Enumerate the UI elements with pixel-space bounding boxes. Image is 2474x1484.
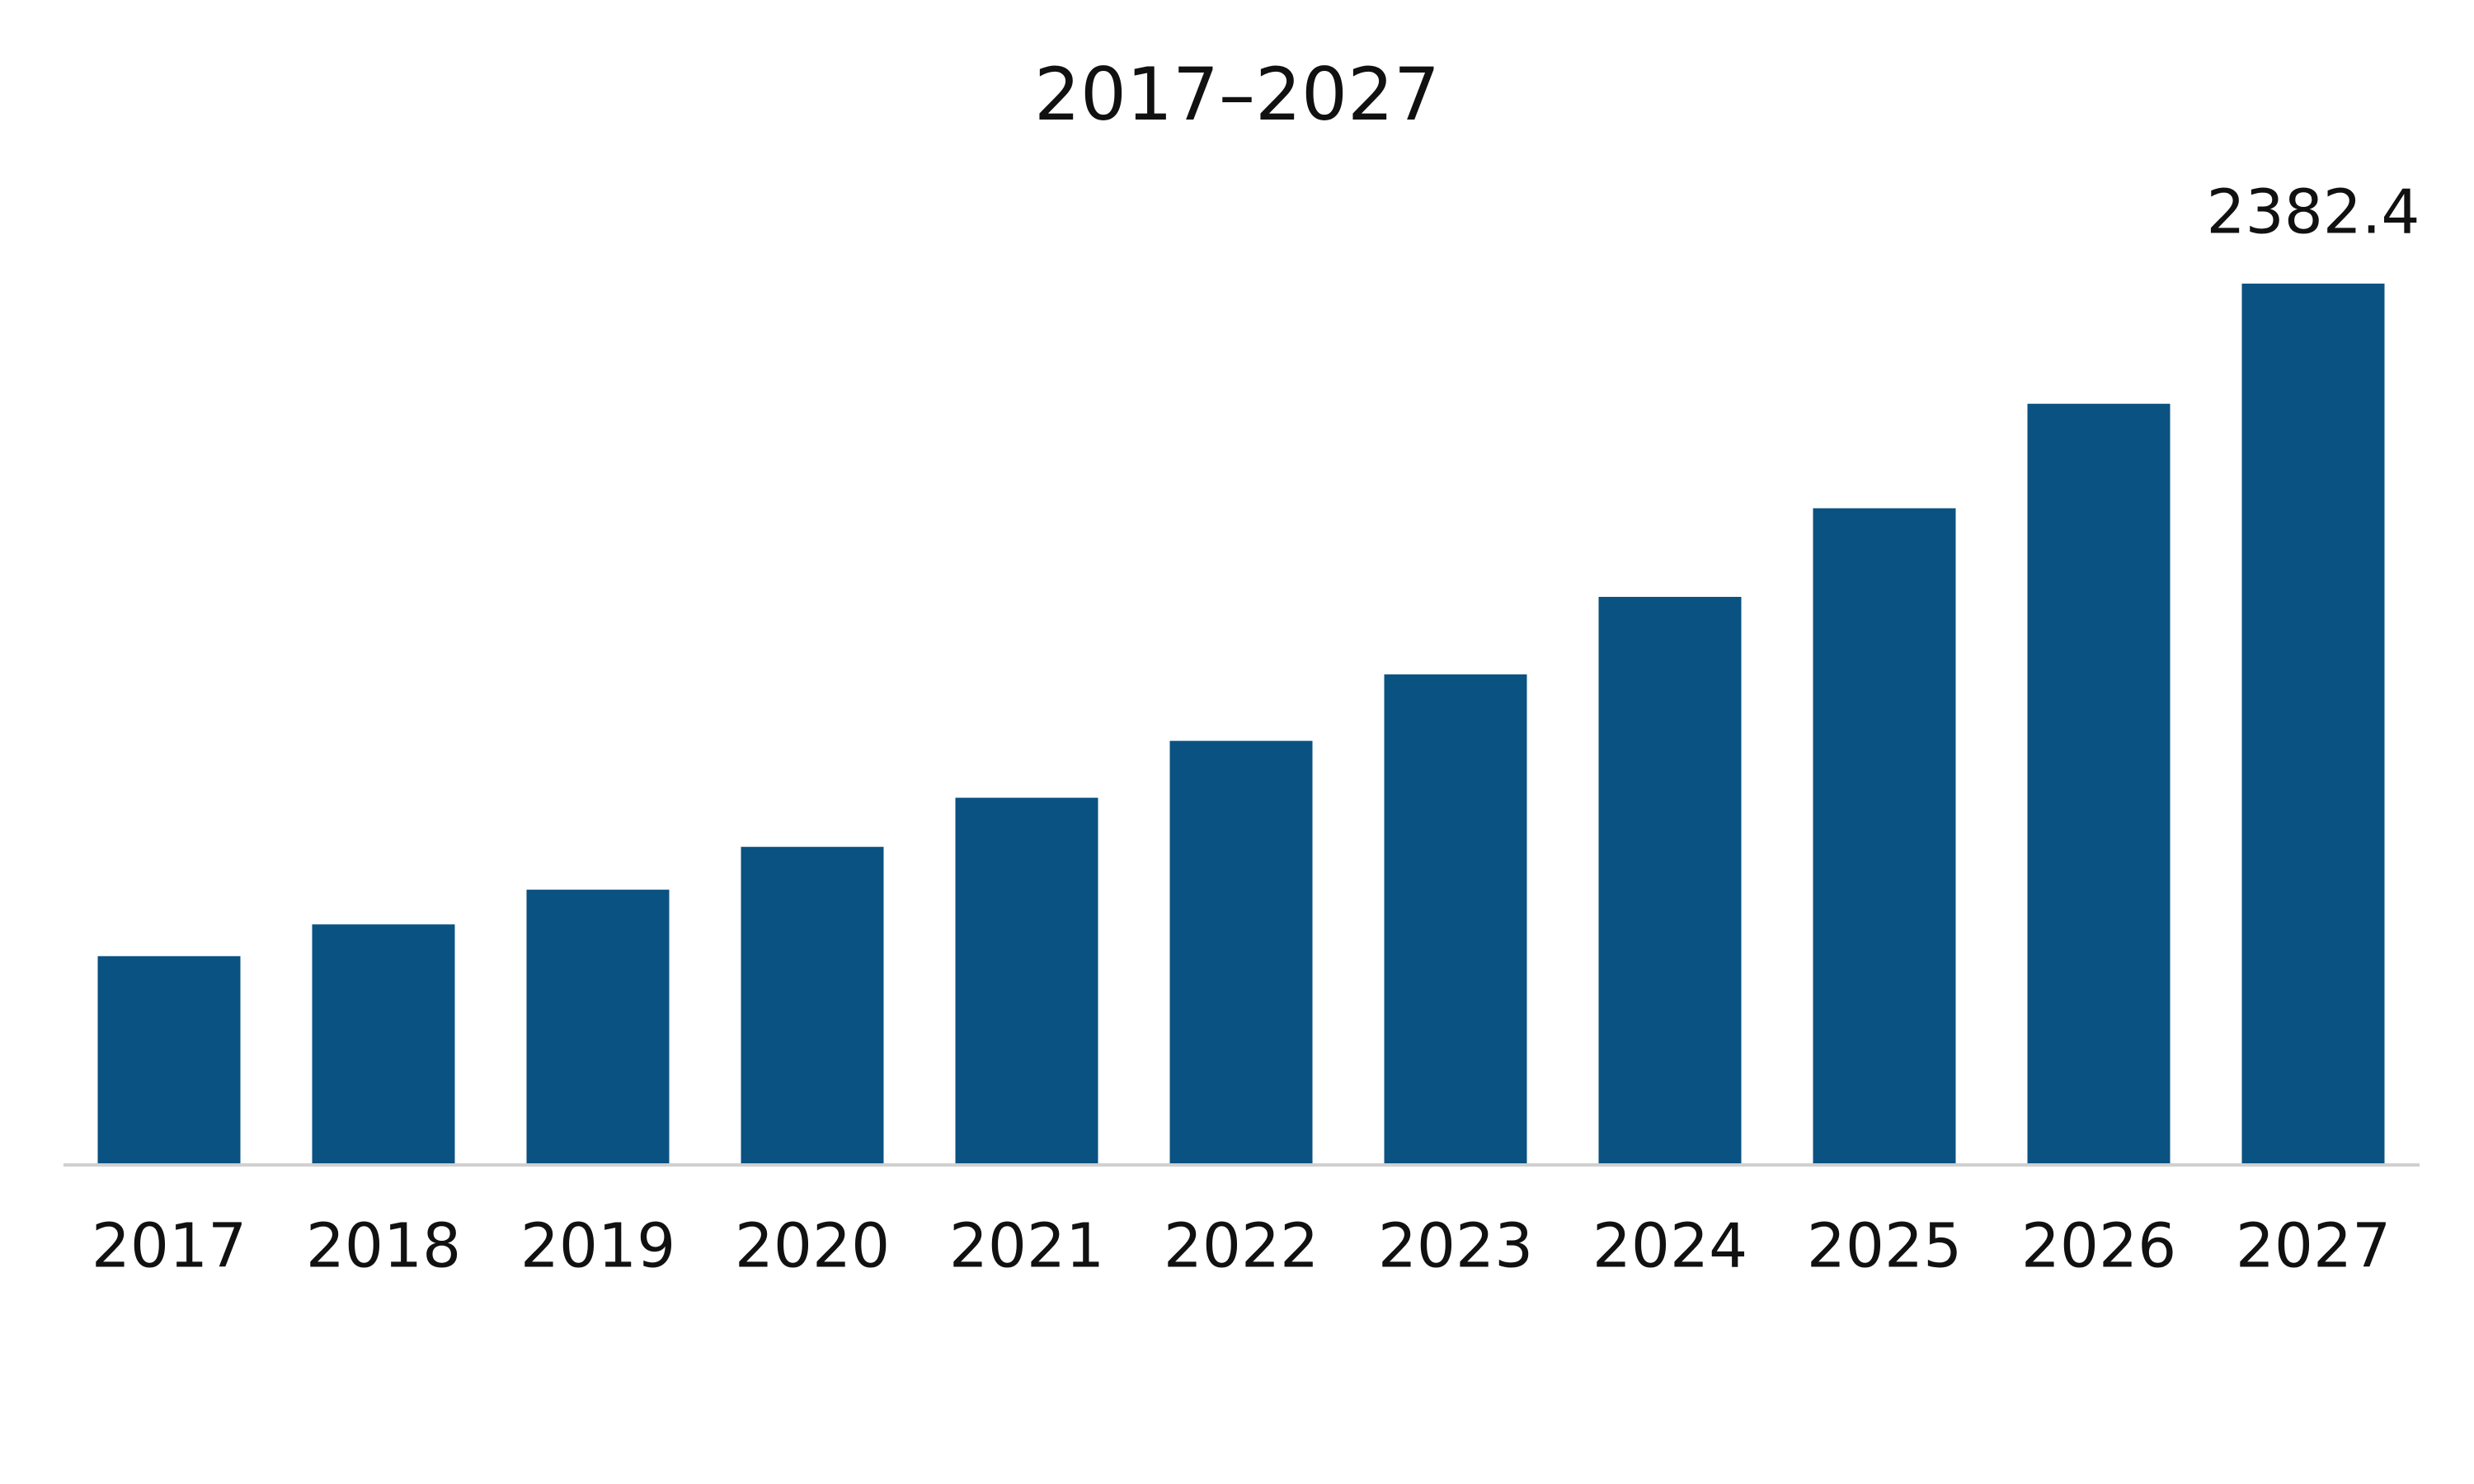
bar xyxy=(1813,508,1956,1163)
bar xyxy=(1384,674,1527,1163)
bar xyxy=(2027,403,2171,1163)
x-tick-label: 2022 xyxy=(1164,1211,1319,1282)
bar xyxy=(526,890,670,1163)
bar xyxy=(2241,284,2385,1163)
bar xyxy=(1169,740,1313,1163)
bar xyxy=(312,924,455,1163)
x-tick-label: 2018 xyxy=(306,1211,461,1282)
value-label: 2382.4 xyxy=(2207,177,2420,248)
bar xyxy=(741,847,884,1163)
x-tick-label: 2025 xyxy=(1807,1211,1962,1282)
x-tick-label: 2023 xyxy=(1378,1211,1533,1282)
bar xyxy=(97,956,241,1163)
x-tick-label: 2017 xyxy=(92,1211,247,1282)
bar xyxy=(955,797,1098,1163)
x-tick-label: 2027 xyxy=(2236,1211,2391,1282)
x-tick-label: 2021 xyxy=(949,1211,1104,1282)
chart-title: 2017–2027 xyxy=(1034,52,1440,137)
x-tick-label: 2026 xyxy=(2021,1211,2176,1282)
x-tick-label: 2019 xyxy=(520,1211,675,1282)
bar xyxy=(1598,596,1742,1163)
x-tick-label: 2020 xyxy=(735,1211,890,1282)
x-tick-label: 2024 xyxy=(1592,1211,1747,1282)
